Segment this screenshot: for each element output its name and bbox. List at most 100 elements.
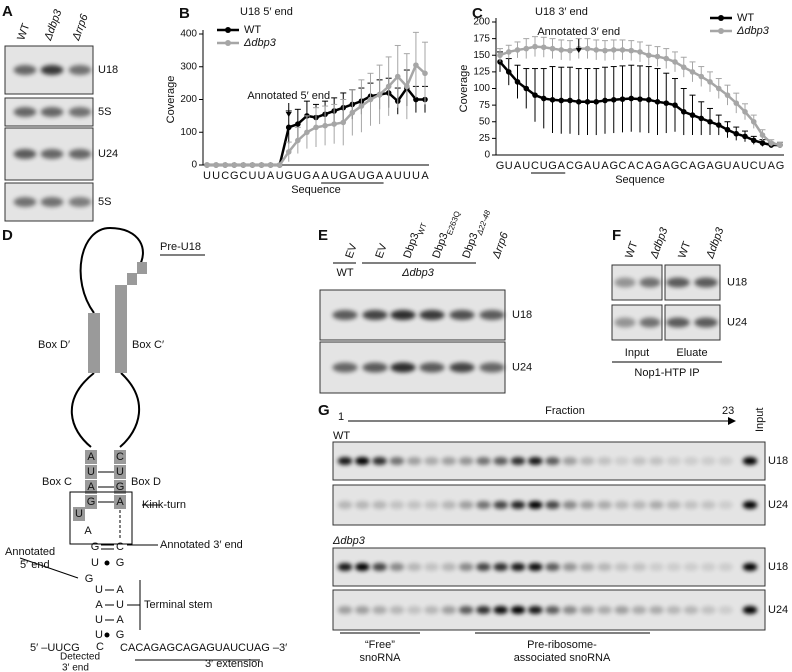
nucleotide: U bbox=[95, 584, 103, 596]
band bbox=[545, 457, 560, 465]
point bbox=[276, 162, 283, 168]
lane-label: EV bbox=[343, 242, 360, 261]
lane-label: Dbp3E263Q bbox=[430, 208, 461, 261]
x-tick-label: U bbox=[203, 170, 211, 182]
x-tick-label: G bbox=[714, 160, 723, 172]
nucleotide: G bbox=[116, 481, 125, 493]
band bbox=[332, 310, 358, 320]
point bbox=[645, 97, 652, 103]
band bbox=[742, 501, 758, 509]
nt-shade bbox=[114, 495, 126, 509]
y-tick-label: 400 bbox=[180, 29, 197, 40]
band bbox=[510, 563, 526, 571]
x-tick-label: G bbox=[609, 160, 618, 172]
band bbox=[631, 501, 647, 509]
x-tick-label: C bbox=[221, 170, 229, 182]
band bbox=[479, 362, 505, 373]
point bbox=[267, 162, 274, 168]
band bbox=[597, 501, 612, 509]
band bbox=[424, 606, 439, 614]
x-tick-label: A bbox=[689, 160, 697, 172]
strain: Δdbp3 bbox=[401, 267, 435, 279]
point bbox=[619, 96, 626, 102]
nucleotide: G bbox=[116, 557, 125, 569]
band bbox=[742, 606, 758, 614]
row-label: U18 bbox=[768, 561, 788, 573]
point bbox=[413, 62, 419, 68]
lane-sub: E263Q bbox=[445, 210, 462, 236]
x-tick-label: A bbox=[312, 170, 320, 182]
lane-label: Δrrp6 bbox=[70, 12, 91, 43]
band bbox=[701, 457, 716, 465]
x-tick-label: G bbox=[230, 170, 239, 182]
band bbox=[449, 310, 475, 320]
box-step bbox=[127, 273, 137, 285]
point bbox=[340, 119, 347, 126]
box-d-prime bbox=[88, 313, 100, 373]
band bbox=[718, 563, 733, 571]
lane-name: Dbp3 bbox=[460, 231, 480, 260]
point bbox=[645, 52, 652, 59]
nucleotide: A bbox=[84, 525, 92, 537]
point bbox=[322, 122, 328, 129]
point bbox=[698, 73, 705, 80]
point bbox=[285, 124, 292, 131]
point bbox=[742, 133, 748, 140]
point bbox=[637, 96, 643, 102]
y-axis-label: Coverage bbox=[458, 65, 470, 113]
band bbox=[458, 457, 474, 465]
point bbox=[663, 100, 670, 106]
band bbox=[614, 277, 636, 288]
band bbox=[528, 501, 543, 509]
row-label: U24 bbox=[727, 316, 747, 328]
band bbox=[639, 317, 661, 328]
fraction-end: 23 bbox=[722, 405, 734, 417]
x-tick-label: A bbox=[376, 170, 384, 182]
band bbox=[40, 107, 64, 117]
point bbox=[313, 124, 319, 131]
point bbox=[602, 47, 608, 54]
x-tick-label: U bbox=[741, 160, 749, 172]
band bbox=[718, 606, 733, 614]
point bbox=[358, 103, 365, 109]
point bbox=[285, 149, 292, 155]
band bbox=[424, 563, 439, 571]
legend-marker bbox=[718, 28, 724, 34]
band bbox=[337, 606, 353, 614]
y-tick-label: 200 bbox=[180, 94, 197, 105]
label: associated snoRNA bbox=[514, 652, 611, 664]
band bbox=[579, 457, 595, 465]
legend-label: Δdbp3 bbox=[736, 25, 770, 37]
nt-shade bbox=[114, 480, 126, 494]
point bbox=[584, 45, 591, 52]
band bbox=[510, 606, 526, 614]
x-tick-label: G bbox=[671, 160, 680, 172]
y-tick-label: 0 bbox=[484, 150, 490, 161]
panel-letter: A bbox=[2, 3, 13, 20]
band bbox=[355, 563, 370, 571]
label: Annotated 3′ end bbox=[160, 539, 243, 551]
y-tick-label: 175 bbox=[473, 33, 490, 44]
band bbox=[476, 457, 491, 465]
band bbox=[68, 65, 92, 75]
point bbox=[707, 118, 713, 125]
x-tick-label: A bbox=[558, 160, 566, 172]
x-tick-label: G bbox=[284, 170, 293, 182]
band bbox=[362, 362, 388, 373]
nucleotide: U bbox=[91, 557, 99, 569]
x-tick-label: U bbox=[330, 170, 338, 182]
band bbox=[337, 457, 353, 465]
band bbox=[639, 277, 661, 288]
label: 3′ end bbox=[62, 663, 89, 672]
lane-label: Δdbp3 bbox=[42, 7, 65, 43]
band bbox=[510, 457, 526, 465]
band bbox=[683, 563, 699, 571]
nucleotide: A bbox=[116, 614, 124, 626]
nucleotide: U bbox=[75, 508, 83, 520]
band bbox=[406, 606, 422, 614]
legend-label: WT bbox=[244, 24, 261, 36]
band bbox=[545, 563, 560, 571]
point bbox=[295, 137, 301, 144]
